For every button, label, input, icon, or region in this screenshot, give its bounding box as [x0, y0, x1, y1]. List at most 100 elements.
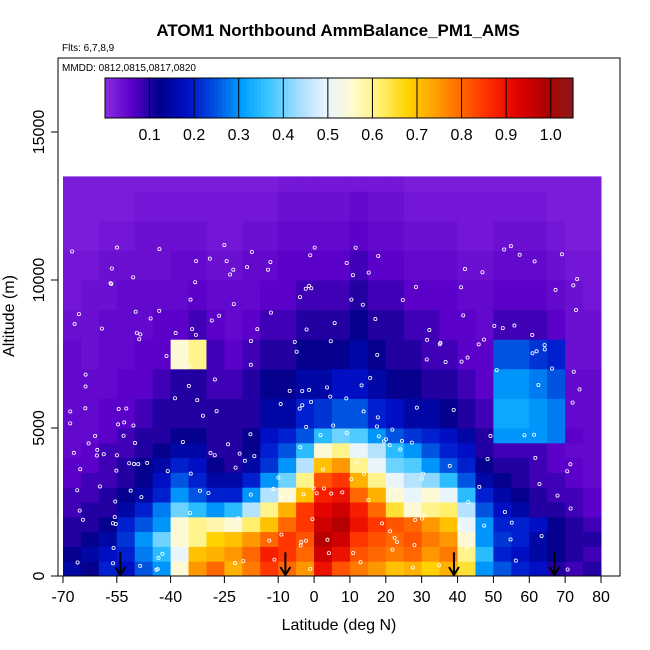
heatmap-cell [260, 442, 279, 459]
heatmap-cell [457, 368, 476, 399]
heatmap-cell [332, 398, 351, 429]
heatmap-cell [511, 220, 530, 251]
observation-point [188, 297, 193, 302]
observation-point [324, 385, 329, 390]
heatmap-cell [242, 442, 261, 459]
heatmap-cell [529, 250, 548, 281]
heatmap-cell [475, 339, 494, 370]
x-tick-label: -70 [51, 589, 74, 606]
heatmap-cell [63, 442, 82, 459]
heatmap-cell [260, 398, 279, 429]
heatmap-cell [63, 339, 82, 370]
observation-point [530, 351, 535, 356]
heatmap-cell [475, 457, 494, 473]
heatmap-cell [332, 368, 351, 399]
heatmap-cell [206, 250, 225, 281]
heatmap-cell [278, 546, 297, 562]
heatmap-cell [475, 487, 494, 503]
heatmap-cell [332, 531, 351, 547]
heatmap-cell [565, 250, 584, 281]
heatmap-cell [475, 442, 494, 459]
colorbar-segment [105, 78, 110, 118]
heatmap-cell [224, 487, 243, 503]
heatmap-cell [475, 176, 494, 192]
heatmap-cell [314, 368, 333, 399]
colorbar-segment [448, 78, 453, 118]
heatmap-cell [493, 176, 512, 192]
observation-point [513, 558, 518, 563]
observation-point [577, 387, 582, 392]
heatmap-cell [170, 561, 190, 577]
heatmap-cell [98, 191, 118, 222]
observation-point [533, 455, 538, 460]
heatmap-cell [63, 561, 82, 577]
observation-point [231, 302, 236, 307]
x-tick-label: -25 [213, 589, 236, 606]
heatmap-cell [457, 546, 476, 562]
heatmap-cell [403, 546, 423, 562]
colorbar-segment [526, 78, 531, 118]
colorbar-segment [534, 78, 539, 118]
colorbar-segment [303, 78, 309, 118]
observation-point [477, 484, 482, 489]
heatmap-cell [134, 191, 154, 222]
heatmap-cell [457, 516, 476, 533]
observation-point [127, 461, 132, 466]
heatmap-cell [493, 368, 512, 399]
observation-point [226, 442, 231, 447]
heatmap-cell [116, 531, 136, 547]
observation-point [145, 460, 150, 465]
observation-point [508, 244, 513, 249]
heatmap-cell [278, 442, 297, 459]
heatmap-cell [134, 487, 154, 503]
observation-point [420, 476, 425, 481]
heatmap-cell [511, 176, 530, 192]
heatmap-cell [583, 280, 602, 311]
observation-point [522, 433, 527, 438]
colorbar-segment [307, 78, 313, 118]
observation-point [481, 337, 486, 342]
heatmap-cell [134, 398, 154, 429]
observation-point [351, 550, 356, 555]
observation-point [76, 312, 81, 317]
colorbar-segment [335, 78, 340, 118]
observation-point [214, 409, 219, 414]
heatmap-cell [152, 339, 172, 370]
heatmap-cell [565, 309, 584, 340]
heatmap-cell [134, 457, 154, 473]
heatmap-cell [152, 368, 172, 399]
observation-point [113, 499, 118, 504]
heatmap-cell [367, 457, 387, 473]
heatmap-cell [98, 398, 118, 429]
observation-point [374, 424, 379, 429]
observation-point [502, 509, 507, 514]
heatmap-cell [224, 220, 243, 251]
colorbar-tick-label: 1.0 [540, 127, 562, 144]
flights-label: Flts: 6,7,8,9 [62, 43, 115, 54]
heatmap-cell [583, 368, 602, 399]
colorbar-segment [292, 78, 297, 118]
heatmap-cell [332, 280, 351, 311]
heatmap-cell [98, 457, 118, 473]
observation-point [311, 486, 316, 491]
heatmap-cell [116, 442, 136, 459]
colorbar-segment [350, 78, 356, 118]
colorbar-segment [229, 78, 235, 118]
heatmap-cell [152, 561, 172, 577]
heatmap-cell [439, 339, 459, 370]
heatmap-cell [260, 516, 279, 533]
heatmap-cell [152, 176, 172, 192]
heatmap-cell [565, 176, 584, 192]
observation-point [71, 450, 76, 455]
heatmap-cell [260, 250, 279, 281]
colorbar-segment [225, 78, 231, 118]
colorbar-segment [339, 78, 344, 118]
colorbar-tick-label: 0.2 [183, 127, 205, 144]
heatmap-cell [188, 546, 207, 562]
heatmap-cell [349, 516, 369, 533]
observation-point [488, 433, 493, 438]
observation-point [502, 247, 507, 252]
observation-point [248, 492, 253, 497]
heatmap-cell [511, 531, 530, 547]
colorbar-segment [483, 78, 488, 118]
